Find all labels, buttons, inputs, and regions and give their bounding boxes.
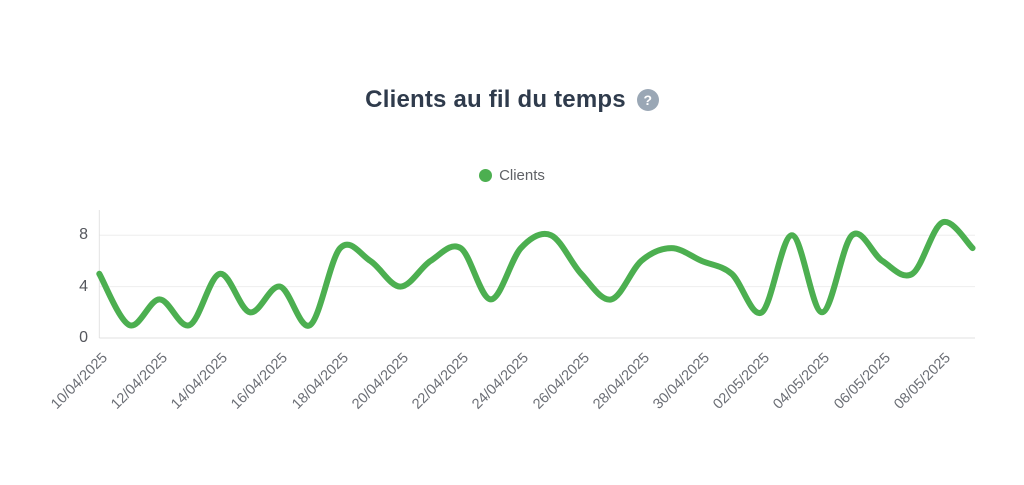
help-icon[interactable]: ?: [636, 89, 659, 111]
y-axis-label: 8: [79, 226, 88, 244]
legend: Clients: [0, 167, 1024, 184]
gridlines: [98, 210, 975, 339]
clients-line-series[interactable]: [96, 219, 976, 329]
y-axis-label: 0: [79, 329, 88, 346]
chart-header: Clients au fil du temps ?: [0, 86, 1024, 114]
chart-title: Clients au fil du temps: [365, 86, 626, 113]
y-axis-label: 4: [79, 277, 88, 295]
legend-marker-icon: [479, 169, 493, 182]
legend-label: Clients: [499, 167, 545, 184]
legend-item-clients[interactable]: Clients: [479, 167, 545, 184]
